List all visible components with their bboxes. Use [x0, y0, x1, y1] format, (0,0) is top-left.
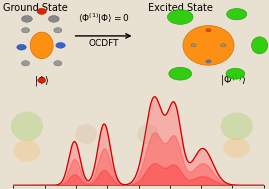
Ellipse shape [223, 138, 250, 158]
Ellipse shape [221, 44, 226, 47]
FancyArrowPatch shape [75, 34, 130, 38]
Text: Ground State: Ground State [3, 3, 68, 13]
Ellipse shape [221, 112, 253, 140]
Ellipse shape [22, 28, 30, 33]
Ellipse shape [11, 112, 43, 141]
Ellipse shape [30, 32, 53, 59]
Ellipse shape [48, 15, 59, 22]
Text: $\langle\Phi^{(1)}|\Phi\rangle = 0$: $\langle\Phi^{(1)}|\Phi\rangle = 0$ [78, 11, 129, 26]
Ellipse shape [167, 10, 193, 24]
Ellipse shape [226, 68, 245, 79]
Ellipse shape [22, 15, 32, 22]
Ellipse shape [54, 61, 62, 66]
Text: $|\Phi^{(1)}\rangle$: $|\Phi^{(1)}\rangle$ [220, 72, 246, 88]
Text: Excited State: Excited State [148, 3, 213, 13]
Ellipse shape [17, 44, 26, 50]
Ellipse shape [54, 28, 62, 33]
Ellipse shape [169, 67, 192, 80]
Ellipse shape [252, 37, 268, 54]
Ellipse shape [191, 44, 196, 47]
Ellipse shape [206, 29, 211, 32]
Ellipse shape [56, 43, 65, 48]
Ellipse shape [13, 140, 40, 162]
Text: OCDFT: OCDFT [88, 39, 119, 48]
Ellipse shape [22, 61, 30, 66]
Ellipse shape [137, 124, 159, 144]
Ellipse shape [37, 8, 47, 14]
Ellipse shape [206, 60, 211, 63]
Ellipse shape [226, 9, 247, 20]
Ellipse shape [38, 78, 46, 83]
Ellipse shape [75, 124, 97, 144]
Ellipse shape [183, 26, 234, 65]
Text: $|\Phi\rangle$: $|\Phi\rangle$ [34, 74, 50, 88]
